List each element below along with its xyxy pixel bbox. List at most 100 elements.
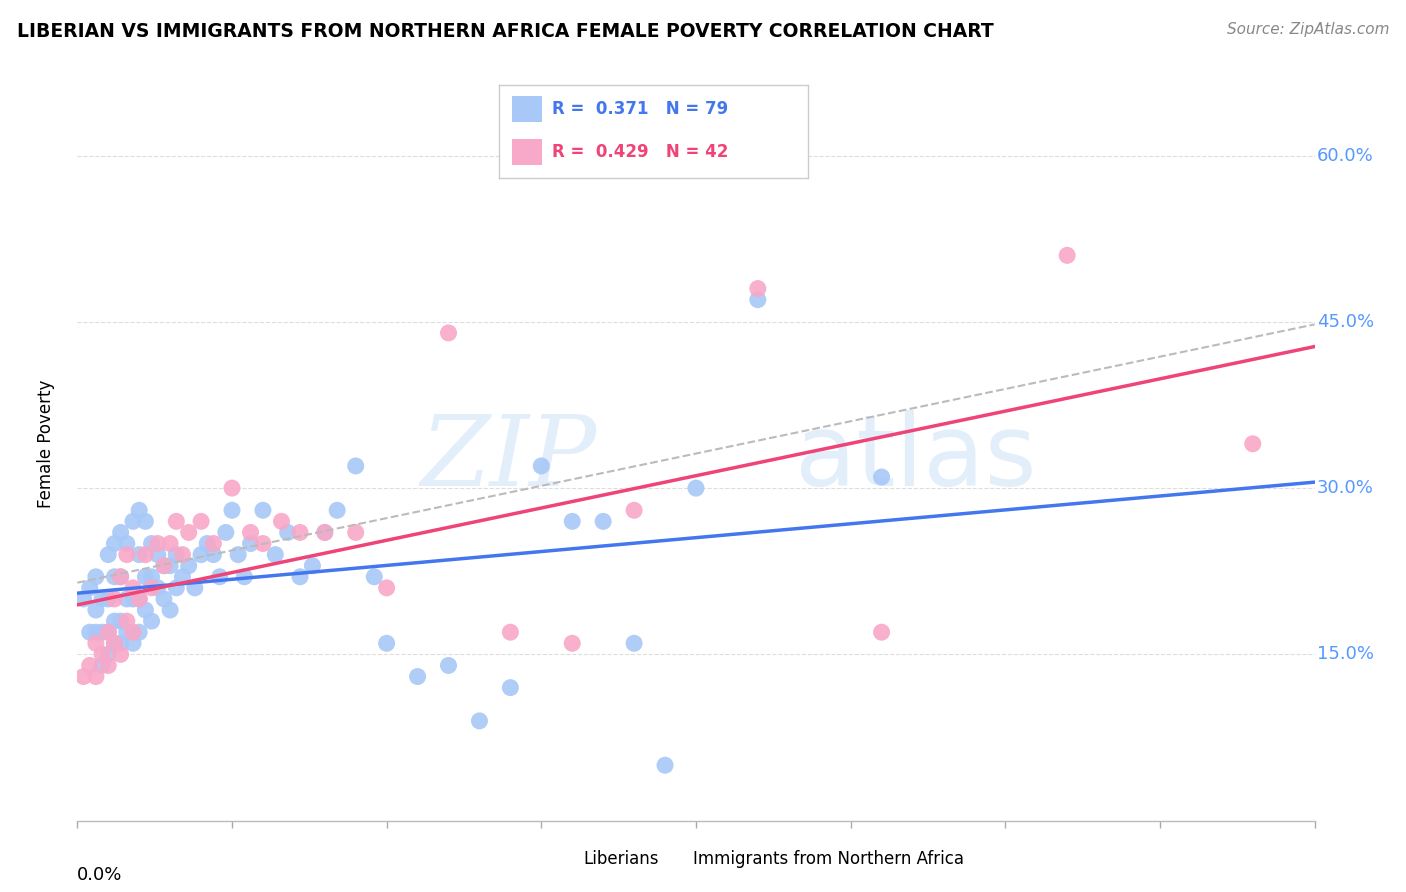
Point [239,536,262,550]
Point [115,625,138,640]
Point [375,581,398,595]
Point [146,536,169,550]
Point [623,503,645,517]
Point [499,681,522,695]
Point [103,636,125,650]
Point [146,548,169,562]
Bar [512,139,543,165]
Point [288,525,311,540]
Point [153,558,176,573]
Point [79,625,101,640]
Point [226,548,249,562]
Text: 45.0%: 45.0% [1317,313,1374,331]
Point [122,514,145,528]
Point [110,570,132,584]
Point [314,525,336,540]
Point [202,548,225,562]
Text: 30.0%: 30.0% [1317,479,1374,497]
Point [301,558,323,573]
Point [208,570,231,584]
Point [159,558,181,573]
Point [84,570,107,584]
Point [91,625,114,640]
Point [468,714,491,728]
Point [530,458,553,473]
Point [103,570,125,584]
Point [115,591,138,606]
Point [165,548,187,562]
Point [195,536,218,550]
Point [91,658,114,673]
Point [128,548,150,562]
Point [103,614,125,628]
Point [277,525,299,540]
Point [141,570,163,584]
Point [288,570,311,584]
Point [72,591,94,606]
Point [97,591,120,606]
Point [84,669,107,683]
Point [177,558,200,573]
Point [110,525,132,540]
Point [146,581,169,595]
Point [239,525,262,540]
Point [110,648,132,662]
Point [499,625,522,640]
Point [437,658,460,673]
Point [172,548,194,562]
Point [172,570,194,584]
Point [97,548,120,562]
Text: Liberians: Liberians [583,850,659,868]
Text: atlas: atlas [794,410,1036,508]
Point [72,669,94,683]
Text: 60.0%: 60.0% [1317,146,1374,165]
Point [115,548,138,562]
Point [437,326,460,340]
Point [153,591,176,606]
Point [97,648,120,662]
Point [115,536,138,550]
Point [177,525,200,540]
Text: 0.0%: 0.0% [77,866,122,884]
Point [79,581,101,595]
Point [592,514,614,528]
Point [134,603,156,617]
Point [84,603,107,617]
Bar [512,96,543,122]
Point [870,470,893,484]
Point [747,293,769,307]
Point [103,591,125,606]
Point [202,536,225,550]
Point [128,503,150,517]
Point [84,636,107,650]
Point [252,503,274,517]
Point [561,514,583,528]
Point [97,658,120,673]
Point [122,581,145,595]
Point [363,570,385,584]
Point [134,570,156,584]
Point [134,548,156,562]
Point [128,591,150,606]
Point [375,636,398,650]
Point [91,648,114,662]
Point [103,536,125,550]
Point [233,570,256,584]
Point [252,536,274,550]
Point [122,636,145,650]
Text: Female Poverty: Female Poverty [38,380,55,508]
Point [685,481,707,495]
Text: R =  0.429   N = 42: R = 0.429 N = 42 [551,144,728,161]
Point [221,481,243,495]
Text: ZIP: ZIP [420,411,598,507]
Text: Immigrants from Northern Africa: Immigrants from Northern Africa [693,850,965,868]
Point [128,591,150,606]
Point [115,614,138,628]
Point [270,514,292,528]
Point [159,536,181,550]
Point [215,525,238,540]
Text: LIBERIAN VS IMMIGRANTS FROM NORTHERN AFRICA FEMALE POVERTY CORRELATION CHART: LIBERIAN VS IMMIGRANTS FROM NORTHERN AFR… [17,22,994,41]
Point [747,282,769,296]
Point [122,591,145,606]
Point [344,525,367,540]
